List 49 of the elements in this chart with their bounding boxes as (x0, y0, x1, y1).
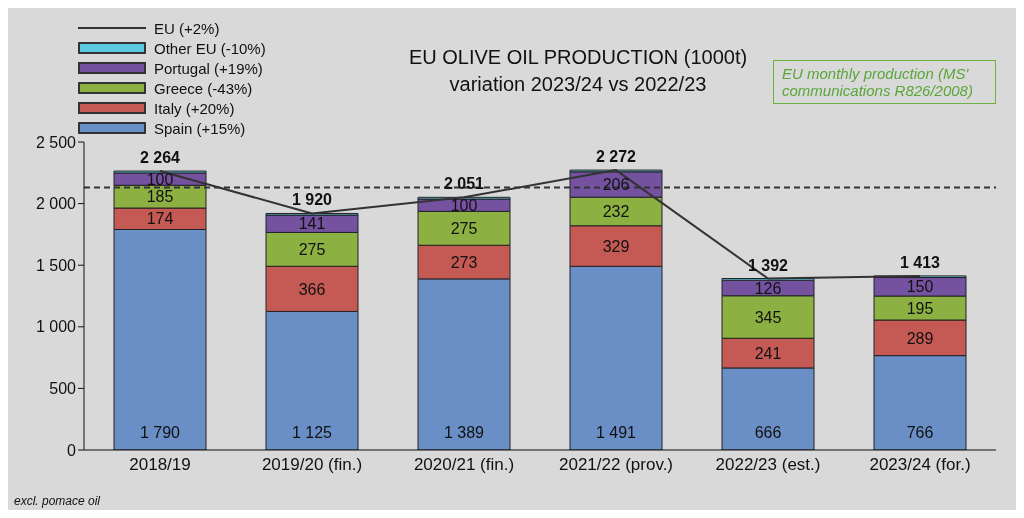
legend-label: EU (+2%) (154, 19, 220, 37)
data-label: 275 (298, 241, 326, 259)
data-label: 1 389 (443, 424, 485, 441)
data-label: 100 (450, 196, 478, 214)
legend-label: Italy (+20%) (154, 99, 235, 117)
data-label: 1 491 (595, 424, 637, 441)
x-tick-label: 2023/24 (for.) (869, 455, 971, 475)
y-tick-label: 2 000 (35, 195, 77, 213)
data-label: 275 (450, 219, 478, 237)
data-label: 666 (754, 424, 782, 441)
data-label: 195 (906, 299, 934, 317)
x-tick-label: 2019/20 (fin.) (261, 455, 363, 475)
data-label: 241 (754, 344, 782, 362)
x-tick-label: 2020/21 (fin.) (413, 455, 515, 475)
data-label: 273 (450, 253, 478, 271)
x-tick-label: 2022/23 (est.) (715, 455, 821, 475)
chart-subtitle: variation 2023/24 vs 2022/23 (449, 73, 707, 95)
note-box: EU monthly production (MS' communications R826/2008) (773, 60, 996, 104)
legend-label: Greece (-43%) (154, 79, 253, 97)
data-label: 329 (602, 237, 630, 255)
data-label: 1 125 (291, 424, 333, 441)
text: excl. pomace oil (14, 494, 101, 508)
legend-label: Portugal (+19%) (154, 59, 263, 77)
y-tick-label: 1 000 (35, 318, 77, 336)
data-label: 366 (298, 280, 326, 298)
y-tick-label: 1 500 (35, 256, 77, 274)
data-label: 150 (906, 278, 934, 296)
data-label: 345 (754, 308, 782, 326)
total-label: 1 413 (899, 253, 941, 271)
data-label: 141 (298, 215, 326, 233)
y-tick-label: 2 500 (35, 133, 77, 151)
total-label: 2 264 (139, 149, 181, 167)
data-label: 185 (146, 188, 174, 206)
y-tick-label: 0 (67, 441, 77, 459)
total-label: 1 920 (291, 191, 333, 209)
x-tick-label: 2021/22 (prov.) (558, 455, 674, 475)
data-label: 174 (146, 210, 174, 228)
data-label: 100 (146, 170, 174, 188)
x-tick-label: 2018/19 (129, 455, 191, 475)
legend-label: Spain (+15%) (154, 119, 246, 137)
y-tick-label: 500 (49, 380, 77, 398)
data-label: 289 (906, 329, 934, 347)
data-label: 766 (906, 424, 934, 441)
legend-label: Other EU (-10%) (154, 39, 266, 57)
data-label: 232 (602, 203, 630, 221)
chart-title: EU OLIVE OIL PRODUCTION (1000t) (408, 46, 748, 68)
data-label: 126 (754, 279, 782, 297)
total-label: 2 272 (595, 148, 637, 166)
data-label: 1 790 (139, 424, 181, 441)
